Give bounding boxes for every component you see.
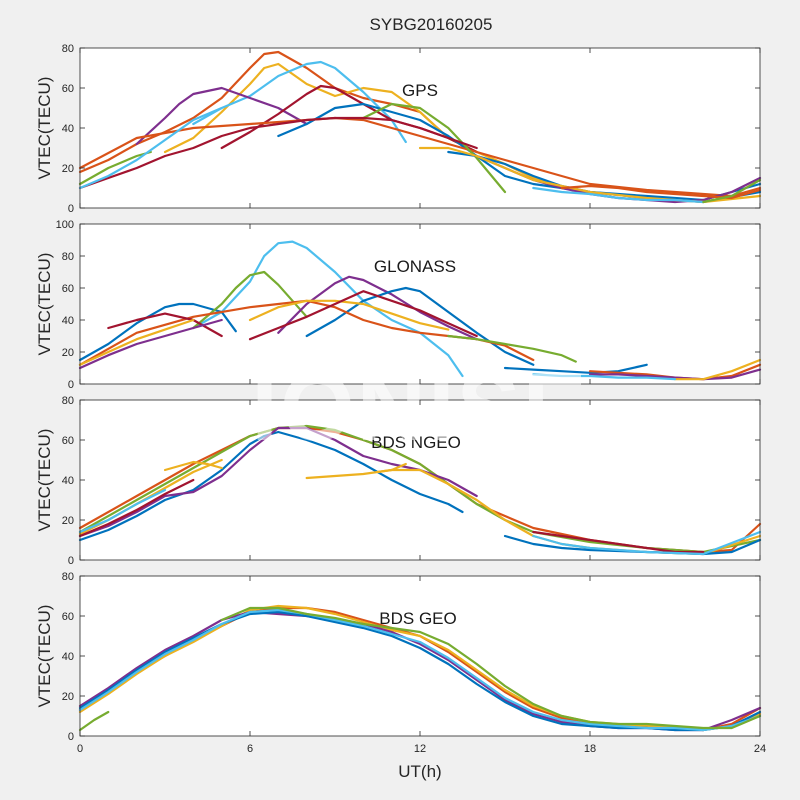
series-line [78, 604, 762, 732]
y-tick-label: 0 [68, 379, 74, 391]
y-tick-label: 40 [62, 315, 74, 327]
panel-1: 0 20 40 60 80 VTEC(TECU) GPS [35, 43, 762, 215]
series-line [78, 116, 478, 190]
panel-annotation: BDS NGEO [371, 433, 461, 452]
y-axis-label: VTEC(TECU) [35, 605, 54, 708]
series-line [78, 478, 195, 538]
y-tick-label: 20 [62, 691, 74, 703]
x-tick-label: 6 [247, 743, 253, 755]
y-tick-label: 40 [62, 651, 74, 663]
x-tick-label: 24 [754, 743, 766, 755]
series-line [78, 50, 478, 174]
y-tick-label: 60 [62, 611, 74, 623]
series-line [78, 302, 237, 362]
series-line [702, 178, 762, 204]
x-tick-label: 18 [584, 743, 596, 755]
series-line [78, 424, 762, 554]
y-tick-label: 0 [68, 555, 74, 567]
series-line [248, 290, 478, 341]
y-axis-label: VTEC(TECU) [35, 429, 54, 532]
series-line [78, 710, 110, 732]
y-tick-label: 80 [62, 395, 74, 407]
series-line [78, 488, 167, 534]
series-line [503, 363, 648, 374]
series-line [192, 60, 407, 144]
x-tick-label: 0 [77, 743, 83, 755]
y-axis-label: VTEC(TECU) [35, 77, 54, 180]
series-line [277, 275, 478, 341]
y-tick-label: 20 [62, 163, 74, 175]
series-line [588, 368, 762, 381]
series-line [532, 186, 705, 204]
y-tick-label: 100 [56, 219, 74, 231]
series-line [192, 270, 308, 330]
x-tick-label: 12 [414, 743, 426, 755]
series-line [78, 116, 762, 198]
y-tick-label: 40 [62, 123, 74, 135]
x-axis-label: UT(h) [398, 762, 441, 781]
series-line [532, 373, 677, 381]
series-line [78, 318, 195, 366]
panel-annotation: BDS GEO [379, 609, 456, 628]
y-tick-label: 60 [62, 283, 74, 295]
panel-annotation: GLONASS [374, 257, 456, 276]
series-line [447, 334, 577, 363]
series-line [135, 86, 308, 146]
series-line [248, 299, 450, 331]
y-tick-label: 80 [62, 43, 74, 55]
y-tick-label: 0 [68, 731, 74, 743]
y-tick-label: 80 [62, 571, 74, 583]
series-line [673, 358, 762, 381]
series-line [163, 62, 563, 190]
y-tick-label: 40 [62, 475, 74, 487]
y-tick-label: 20 [62, 515, 74, 527]
y-tick-label: 0 [68, 203, 74, 215]
series-line [362, 102, 507, 194]
panel-3: 0 20 40 60 80 VTEC(TECU) BDS NGEO [35, 395, 762, 567]
series-line [78, 106, 223, 190]
series-line [220, 606, 762, 730]
y-axis-label: VTEC(TECU) [35, 253, 54, 356]
series-line [163, 460, 223, 472]
y-tick-label: 80 [62, 251, 74, 263]
y-tick-label: 20 [62, 347, 74, 359]
series-line [78, 426, 478, 538]
y-tick-label: 60 [62, 83, 74, 95]
plot-area [80, 576, 760, 736]
series-line [532, 530, 762, 556]
panel-2: 0 20 40 60 80 100 VTEC(TECU) GLONASS [35, 219, 762, 391]
panel-annotation: GPS [402, 81, 438, 100]
series-line [78, 318, 223, 370]
y-tick-label: 60 [62, 435, 74, 447]
watermark: IONISE [251, 354, 588, 461]
panel-4: 0 20 40 60 80 0 6 12 18 24 VTEC(TECU) BDS GEO UT(h) [35, 571, 766, 781]
figure-title: SYBG20160205 [370, 15, 493, 34]
series-line [78, 608, 762, 732]
series-line [305, 462, 407, 480]
